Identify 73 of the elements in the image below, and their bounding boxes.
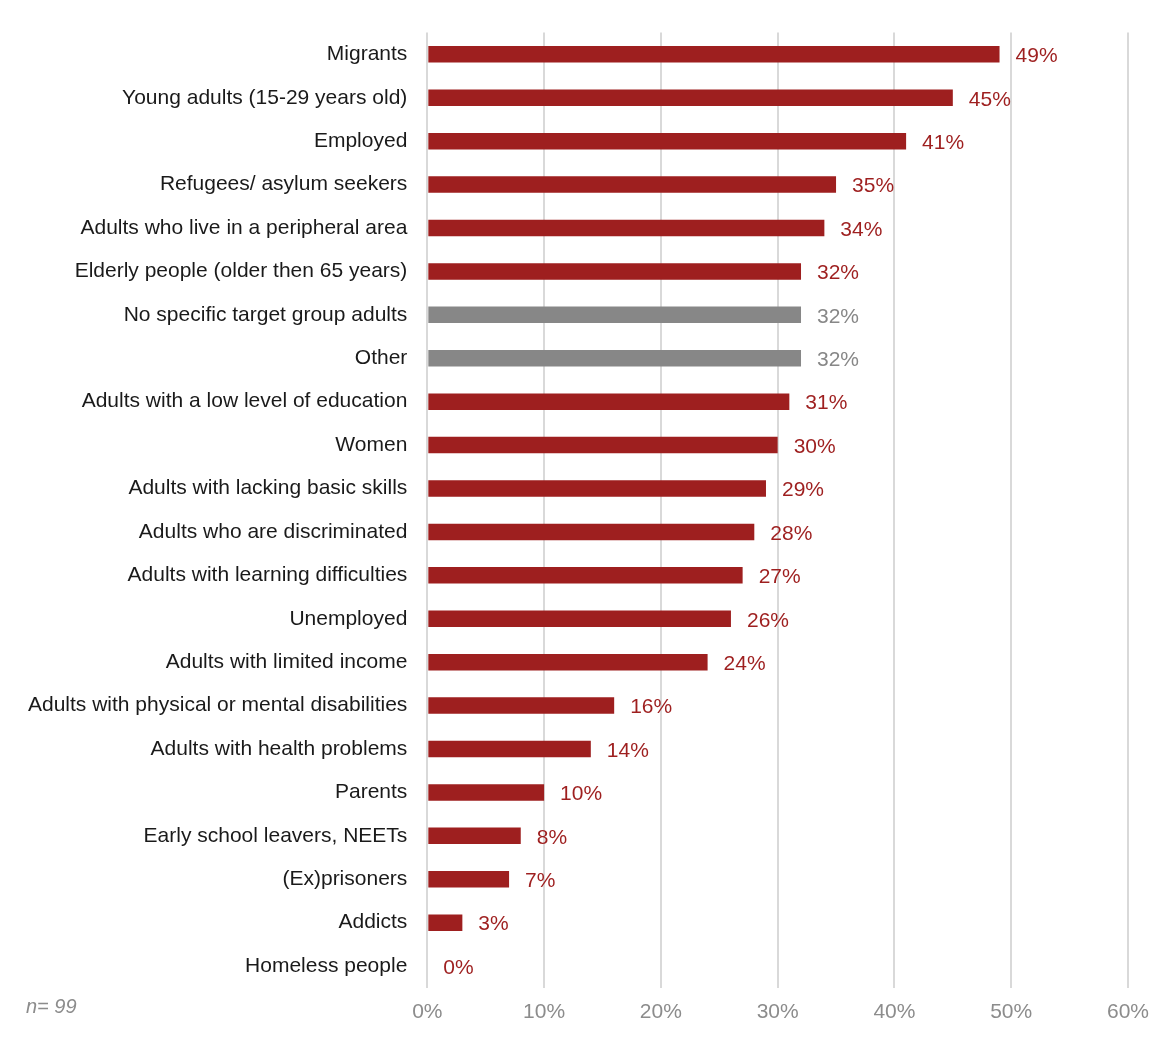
data-label: 10% — [560, 781, 603, 805]
y-tick-label: Migrants — [326, 41, 408, 65]
bar — [428, 393, 790, 410]
y-tick-label: Unemployed — [289, 605, 408, 629]
data-label: 28% — [770, 520, 813, 544]
text: n= 99 — [26, 995, 77, 1018]
bar — [428, 653, 708, 671]
x-tick-label: 30% — [756, 999, 799, 1023]
data-label: 30% — [793, 433, 836, 457]
data-label: 14% — [606, 737, 649, 761]
data-label: 7% — [525, 868, 556, 892]
y-tick-label: Other — [354, 345, 408, 369]
bar — [428, 480, 766, 497]
bar — [428, 871, 510, 888]
data-label: 16% — [630, 694, 673, 718]
y-tick-label: Refugees/ asylum seekers — [159, 171, 408, 195]
bar — [428, 263, 802, 280]
y-tick-label: Young adults (15-29 years old) — [122, 84, 408, 108]
y-tick-label: Employed — [313, 127, 408, 151]
bar — [428, 89, 953, 106]
y-tick-label: Early school leavers, NEETs — [143, 822, 408, 846]
bar — [428, 914, 463, 931]
y-tick-label: Adults with a low level of education — [81, 388, 408, 412]
y-tick-label: Adults with limited income — [165, 648, 408, 672]
data-label: 31% — [805, 390, 848, 414]
bar — [428, 740, 591, 758]
y-tick-label: Adults who live in a peripheral area — [80, 214, 408, 238]
data-label: 29% — [781, 477, 825, 501]
bar — [428, 784, 545, 801]
y-tick-label: Adults with lacking basic skills — [128, 475, 408, 499]
bar — [428, 827, 521, 845]
y-tick-label: Elderly people (older then 65 years) — [74, 258, 408, 282]
x-tick-label: 50% — [990, 999, 1033, 1023]
y-tick-label: Adults with health problems — [150, 735, 408, 759]
bar — [428, 697, 615, 714]
bar — [428, 523, 755, 541]
y-tick-label: Adults with physical or mental disabilities — [27, 692, 408, 716]
y-tick-label: (Ex)prisoners — [282, 866, 408, 890]
bar — [428, 132, 907, 150]
data-label: 49% — [1015, 43, 1058, 67]
data-label: 24% — [723, 650, 766, 674]
x-tick-label: 20% — [639, 999, 682, 1023]
data-label: 32% — [817, 303, 860, 327]
x-tick-label: 40% — [873, 999, 916, 1023]
data-label: 35% — [852, 173, 895, 197]
data-label: 3% — [478, 911, 509, 935]
y-tick-label: Addicts — [338, 909, 408, 933]
bar — [428, 567, 743, 584]
bar — [428, 219, 825, 237]
data-label: 32% — [817, 347, 860, 371]
x-tick-label: 10% — [523, 999, 566, 1023]
bar — [428, 306, 802, 324]
y-tick-label: Parents — [334, 779, 408, 803]
bar — [428, 176, 837, 193]
data-label: 41% — [922, 129, 965, 153]
data-label: 0% — [443, 954, 474, 978]
bar — [428, 436, 778, 454]
y-tick-label: Homeless people — [245, 952, 408, 976]
data-label: 34% — [840, 216, 883, 240]
y-tick-label: Adults with learning difficulties — [127, 562, 408, 586]
data-label: 45% — [968, 86, 1011, 110]
x-tick-label: 60% — [1106, 999, 1149, 1023]
data-label: 27% — [758, 564, 801, 588]
bar — [428, 610, 731, 627]
data-label: 32% — [817, 260, 860, 284]
data-label: 8% — [536, 824, 568, 848]
y-tick-label: Adults who are discriminated — [138, 518, 408, 542]
data-label: 26% — [746, 607, 789, 631]
y-tick-label: No specific target group adults — [123, 301, 408, 325]
bar — [428, 349, 802, 367]
x-tick-label: 0% — [412, 999, 443, 1023]
bar — [428, 46, 1000, 63]
y-tick-label: Women — [335, 431, 408, 455]
